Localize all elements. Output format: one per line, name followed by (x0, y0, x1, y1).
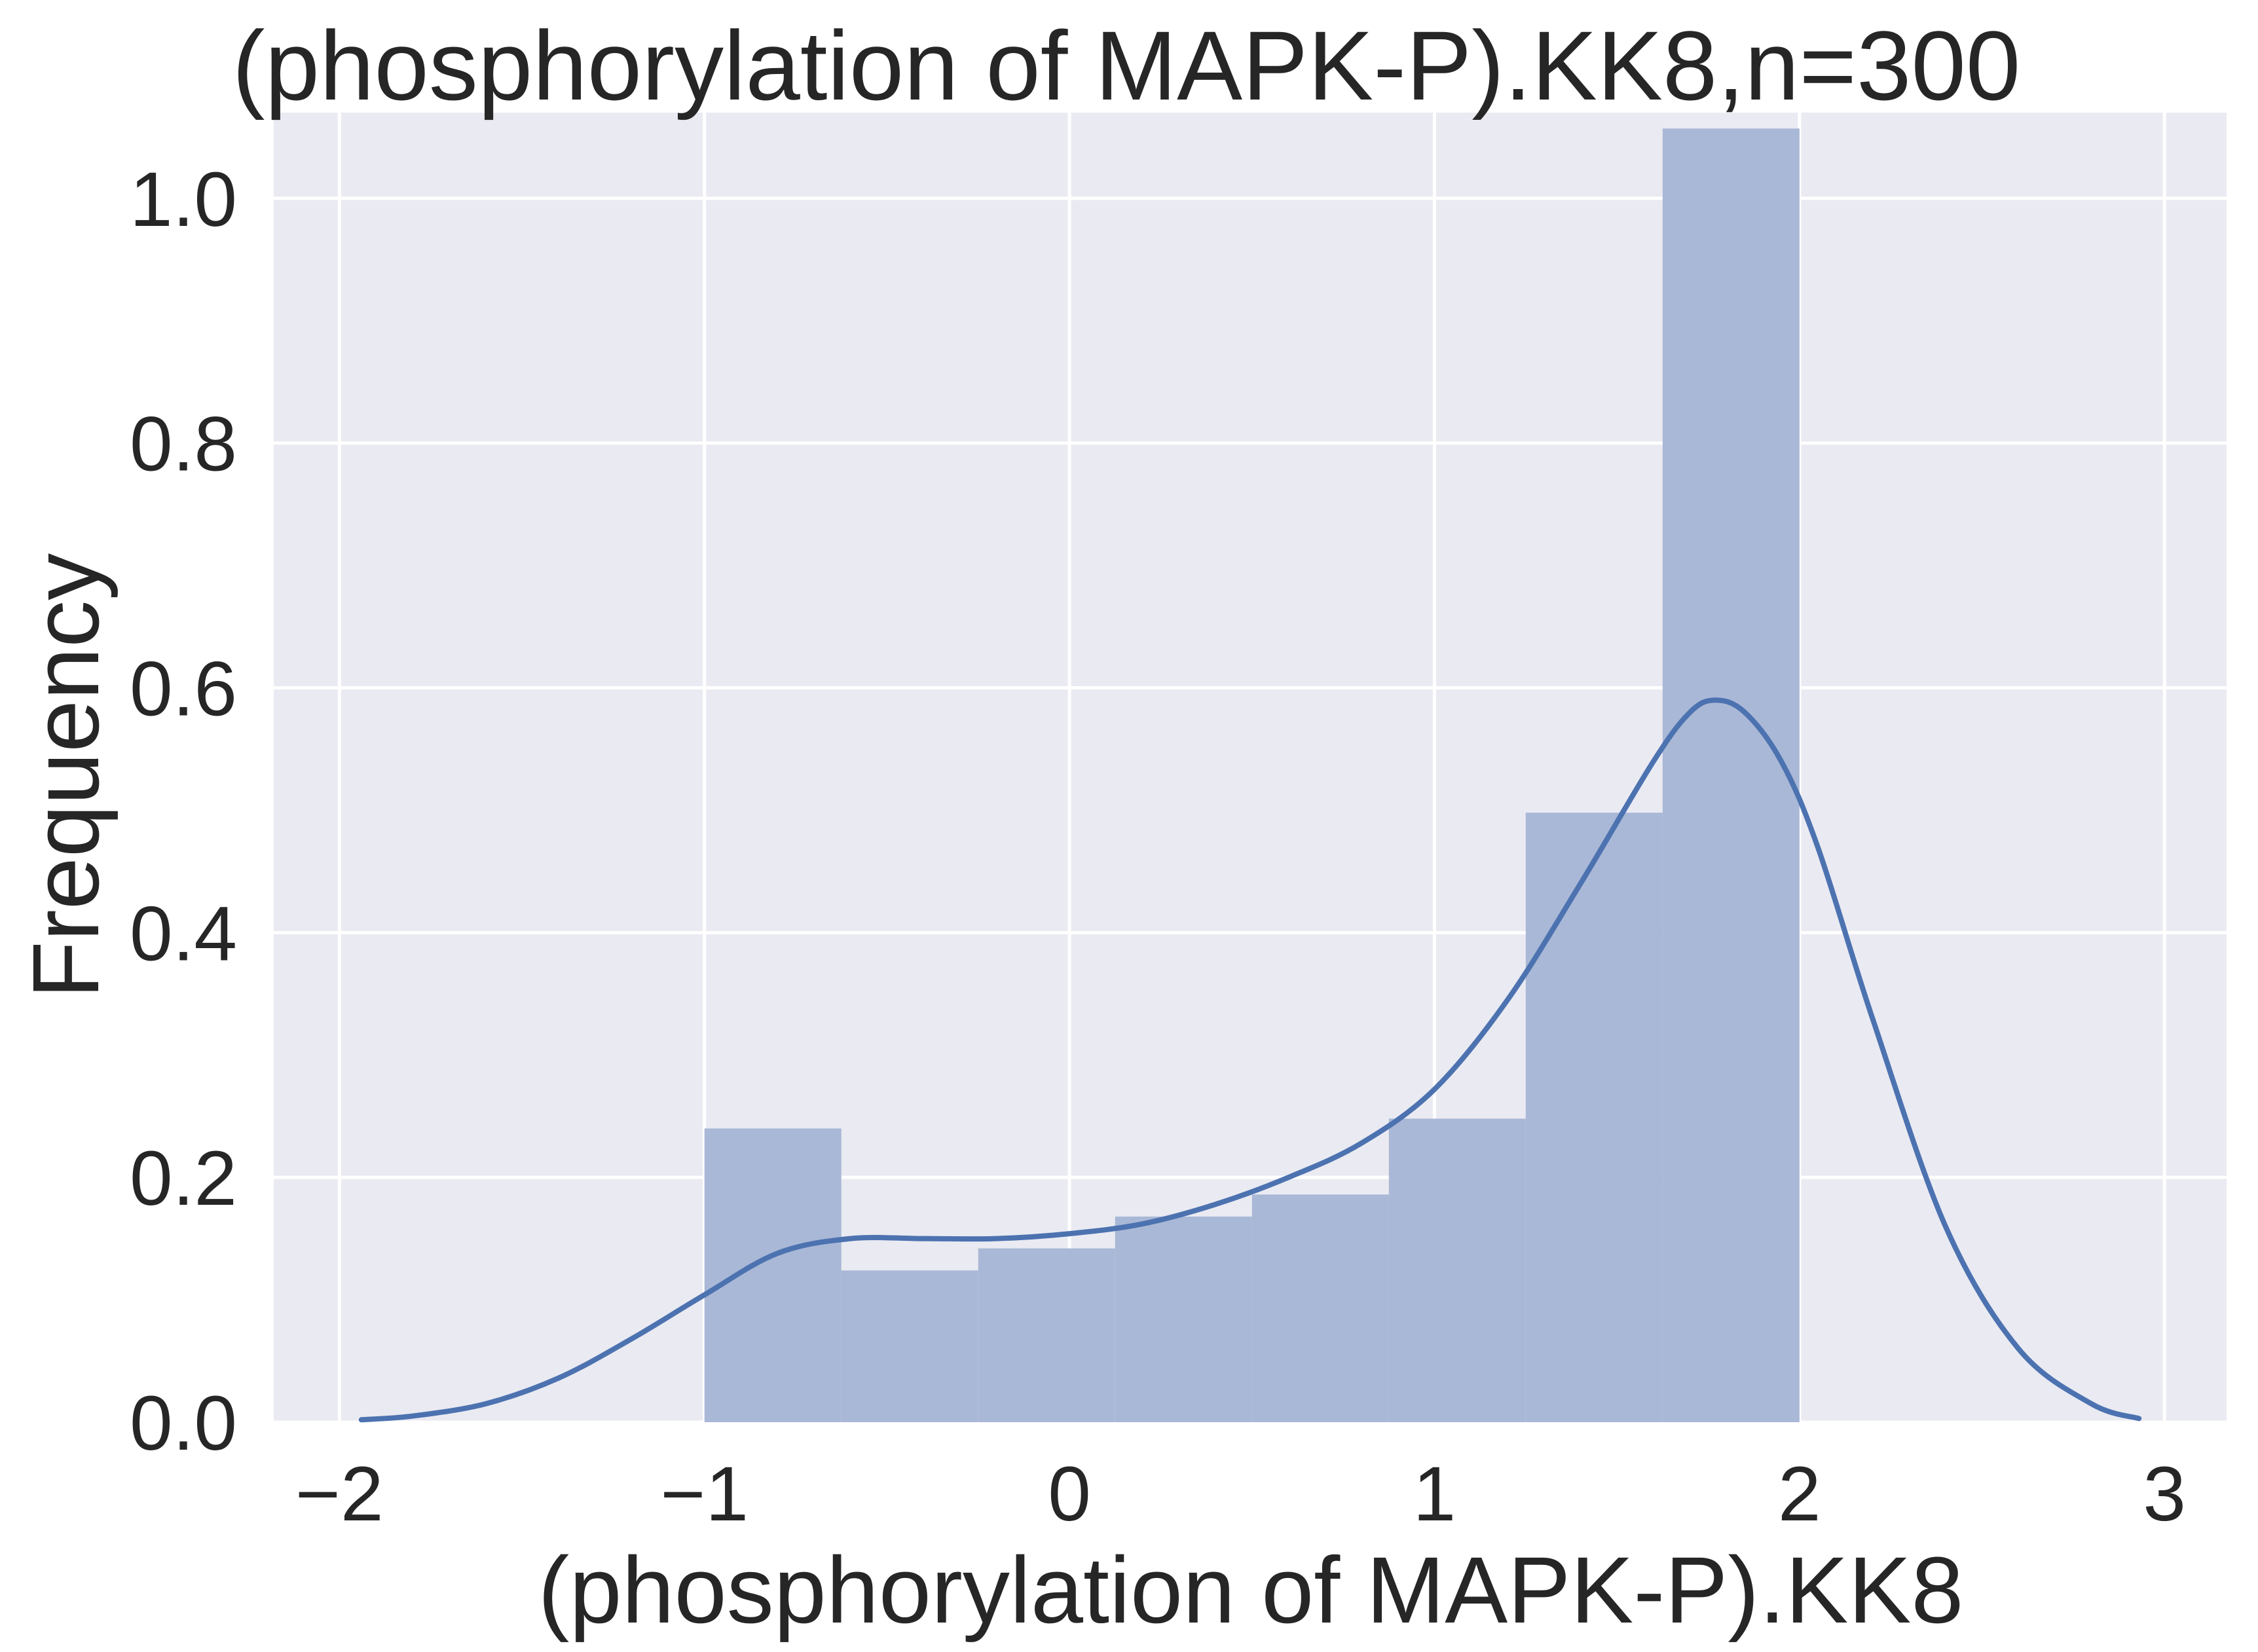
x-axis-ticks: −2 −1 0 1 2 3 (295, 1451, 2186, 1537)
histogram-bar (1525, 813, 1663, 1422)
x-tick-label: −1 (660, 1451, 749, 1537)
histogram-bar (704, 1128, 842, 1422)
y-tick-label: 0.6 (130, 646, 237, 733)
histogram-bar (1251, 1194, 1389, 1422)
histogram-bars (704, 128, 1800, 1422)
histogram-bar (1115, 1216, 1252, 1422)
y-tick-label: 0.4 (130, 890, 237, 977)
histogram-bar (1662, 128, 1800, 1422)
histogram-bar (1388, 1118, 1526, 1422)
y-tick-label: 1.0 (130, 156, 237, 243)
y-axis-title: Frequency (13, 553, 119, 999)
y-tick-label: 0.0 (130, 1380, 237, 1467)
y-tick-label: 0.8 (130, 401, 237, 488)
x-tick-label: 1 (1413, 1451, 1456, 1537)
y-tick-label: 0.2 (130, 1135, 237, 1222)
grid-lines (274, 113, 2227, 1424)
chart-title: (phosphorylation of MAPK-P).KK8,n=300 (232, 10, 2021, 120)
x-axis-title: (phosphorylation of MAPK-P).KK8 (538, 1537, 1963, 1643)
x-tick-label: 0 (1048, 1451, 1091, 1537)
x-tick-label: −2 (295, 1451, 384, 1537)
x-tick-label: 2 (1778, 1451, 1821, 1537)
plot-area (274, 113, 2227, 1422)
histogram-bar (841, 1270, 978, 1422)
kde-curve (358, 697, 2142, 1423)
histogram-bar (978, 1248, 1115, 1422)
y-axis-ticks: 0.0 0.2 0.4 0.6 0.8 1.0 (130, 156, 237, 1467)
x-tick-label: 3 (2143, 1451, 2186, 1537)
